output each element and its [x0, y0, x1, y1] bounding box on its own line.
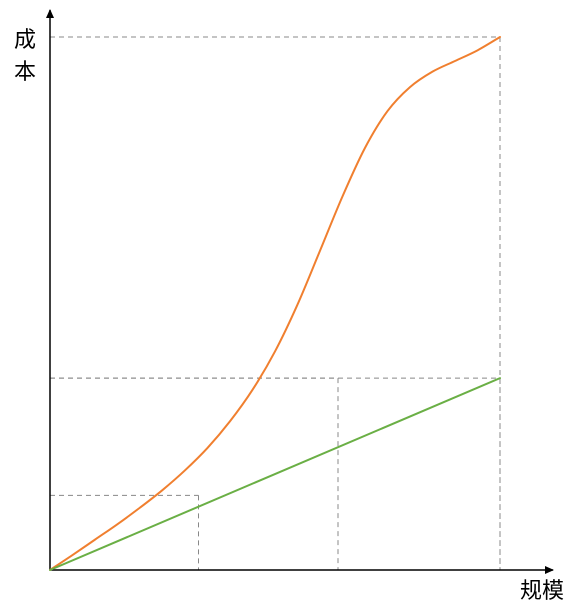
y-axis-label-char-2: 本	[14, 60, 36, 85]
guide-lines	[50, 36, 501, 570]
series-line-1	[49, 36, 501, 571]
series-line-2	[49, 377, 501, 571]
series-layer	[49, 36, 501, 571]
x-axis-label: 规模	[520, 579, 564, 604]
y-axis-label-char-1: 成	[14, 28, 36, 53]
